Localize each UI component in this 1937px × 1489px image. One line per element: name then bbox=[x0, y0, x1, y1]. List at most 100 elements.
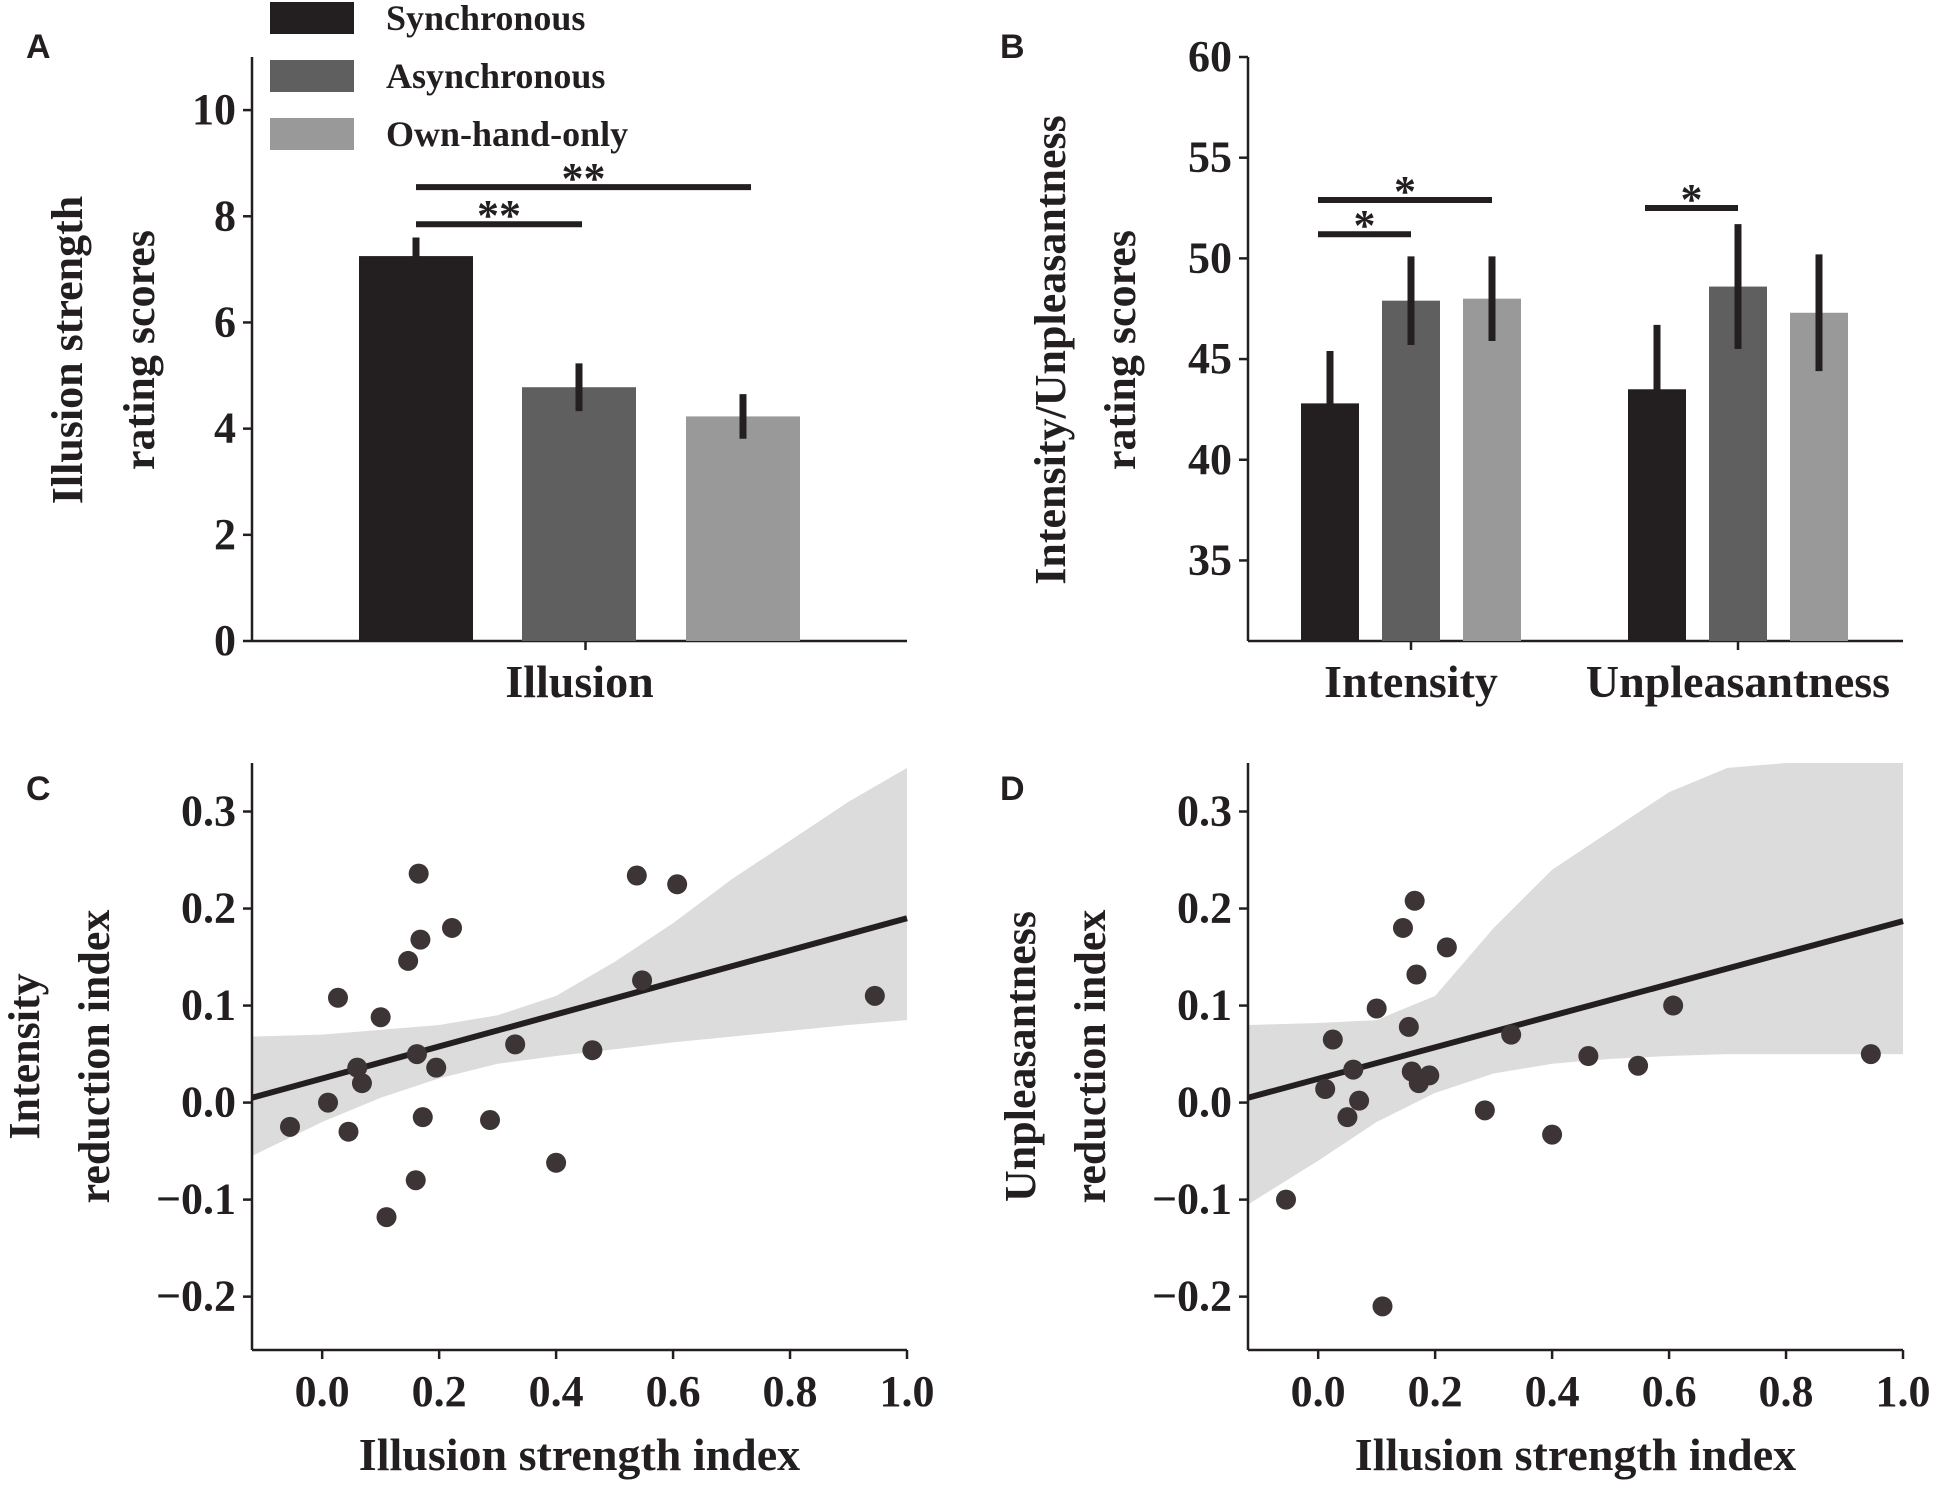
data-point bbox=[442, 917, 463, 938]
x-tick-label: 0.4 bbox=[529, 1367, 584, 1416]
data-point bbox=[1404, 890, 1425, 911]
significance-label: ** bbox=[562, 154, 606, 203]
data-point bbox=[370, 1007, 391, 1028]
y-tick-label: 8 bbox=[214, 191, 236, 240]
y-tick-label: 35 bbox=[1188, 535, 1232, 584]
data-point bbox=[398, 950, 419, 971]
confidence-band bbox=[1248, 763, 1903, 1205]
panel-b-bar-chart: 35 40 45 50 55 60 Intensity/Unpleasantness rati… bbox=[1026, 32, 1903, 707]
bar bbox=[686, 416, 800, 641]
y-tick-label: 0.3 bbox=[181, 787, 236, 836]
y-axis-label: rating scores bbox=[115, 230, 164, 470]
data-point bbox=[327, 987, 348, 1008]
x-tick-label: 0.8 bbox=[1759, 1367, 1814, 1416]
x-axis-label: Illusion strength index bbox=[1355, 1429, 1796, 1480]
data-point bbox=[1406, 964, 1427, 985]
y-tick-label: 0.3 bbox=[1177, 787, 1232, 836]
y-tick-label: 10 bbox=[192, 85, 236, 134]
data-point bbox=[546, 1152, 567, 1173]
confidence-band bbox=[252, 767, 907, 1156]
panel-letter-c: C bbox=[26, 770, 51, 808]
data-point bbox=[1542, 1124, 1563, 1145]
y-tick-label: 45 bbox=[1188, 334, 1232, 383]
x-tick-label: 1.0 bbox=[1876, 1367, 1931, 1416]
y-tick-label: 55 bbox=[1188, 133, 1232, 182]
y-axis-label: reduction index bbox=[1066, 910, 1115, 1204]
data-point bbox=[1628, 1055, 1649, 1076]
x-tick-label: 0.2 bbox=[1408, 1367, 1463, 1416]
y-axis-label: Intensity/Unpleasantness bbox=[1026, 115, 1075, 584]
data-point bbox=[1322, 1029, 1343, 1050]
data-point bbox=[505, 1034, 526, 1055]
legend-swatch bbox=[270, 2, 354, 34]
y-tick-label: −0.2 bbox=[1152, 1272, 1232, 1321]
data-point bbox=[1349, 1090, 1370, 1111]
y-tick-label: 4 bbox=[214, 404, 236, 453]
y-tick-label: 0.2 bbox=[1177, 884, 1232, 933]
x-tick-label: 0.0 bbox=[1291, 1367, 1346, 1416]
x-tick-label: 1.0 bbox=[880, 1367, 935, 1416]
x-tick-label: Intensity bbox=[1324, 656, 1498, 707]
data-point bbox=[406, 1044, 427, 1065]
legend-label: Synchronous bbox=[386, 0, 585, 38]
legend-swatch bbox=[270, 118, 354, 150]
data-point bbox=[1663, 995, 1684, 1016]
data-point bbox=[864, 985, 885, 1006]
data-point bbox=[1372, 1296, 1393, 1317]
data-point bbox=[1315, 1079, 1336, 1100]
y-tick-label: −0.1 bbox=[1152, 1175, 1232, 1224]
data-point bbox=[1276, 1189, 1297, 1210]
x-axis-label: Illusion strength index bbox=[359, 1429, 800, 1480]
y-axis-label: rating scores bbox=[1096, 230, 1145, 470]
y-tick-label: 40 bbox=[1188, 435, 1232, 484]
data-point bbox=[1398, 1016, 1419, 1037]
y-tick-label: 0 bbox=[214, 616, 236, 665]
data-point bbox=[408, 863, 429, 884]
x-tick-label: Illusion bbox=[505, 656, 653, 707]
panel-letter-a: A bbox=[26, 28, 51, 66]
panel-letter-b: B bbox=[1000, 28, 1025, 66]
y-tick-label: 60 bbox=[1188, 32, 1232, 81]
y-tick-label: 2 bbox=[214, 510, 236, 559]
data-point bbox=[410, 929, 431, 950]
data-point bbox=[351, 1073, 372, 1094]
data-point bbox=[632, 970, 653, 991]
data-point bbox=[1366, 998, 1387, 1019]
bar bbox=[1382, 300, 1440, 641]
data-point bbox=[1436, 937, 1457, 958]
significance-label: * bbox=[1394, 167, 1416, 216]
data-point bbox=[1860, 1044, 1881, 1065]
y-axis-label: Intensity bbox=[0, 973, 49, 1139]
panel-c-scatter-plot: −0.2 −0.1 0.0 0.1 0.2 0.3 0.0 0.2 0.4 0.6 0.8 1.0 Il… bbox=[0, 763, 935, 1480]
x-tick-label: Unpleasantness bbox=[1586, 656, 1890, 707]
bar bbox=[1463, 298, 1521, 641]
data-point bbox=[582, 1040, 603, 1061]
x-tick-label: 0.2 bbox=[412, 1367, 467, 1416]
legend-swatch bbox=[270, 60, 354, 92]
significance-label: * bbox=[1681, 175, 1703, 224]
y-tick-label: 0.2 bbox=[181, 884, 236, 933]
x-tick-label: 0.6 bbox=[1642, 1367, 1697, 1416]
data-point bbox=[338, 1121, 359, 1142]
data-point bbox=[1343, 1059, 1364, 1080]
data-point bbox=[347, 1057, 368, 1078]
x-tick-label: 0.0 bbox=[295, 1367, 350, 1416]
data-point bbox=[426, 1057, 447, 1078]
data-point bbox=[626, 865, 647, 886]
y-tick-label: 0.0 bbox=[1177, 1078, 1232, 1127]
data-point bbox=[480, 1110, 501, 1131]
y-tick-label: 0.1 bbox=[181, 981, 236, 1030]
panel-a-bar-chart: 0 2 4 6 8 10 Illusion strength rating scores ** *… bbox=[43, 0, 907, 707]
significance-label: * bbox=[1354, 201, 1376, 250]
data-point bbox=[1474, 1100, 1495, 1121]
data-point bbox=[1501, 1024, 1522, 1045]
bar bbox=[522, 387, 636, 641]
legend-label: Asynchronous bbox=[386, 56, 605, 96]
bar bbox=[359, 256, 473, 641]
data-point bbox=[1419, 1065, 1440, 1086]
y-tick-label: 0.1 bbox=[1177, 981, 1232, 1030]
y-axis-label: Unpleasantness bbox=[996, 911, 1045, 1202]
data-point bbox=[412, 1107, 433, 1128]
significance-label: ** bbox=[477, 191, 521, 240]
